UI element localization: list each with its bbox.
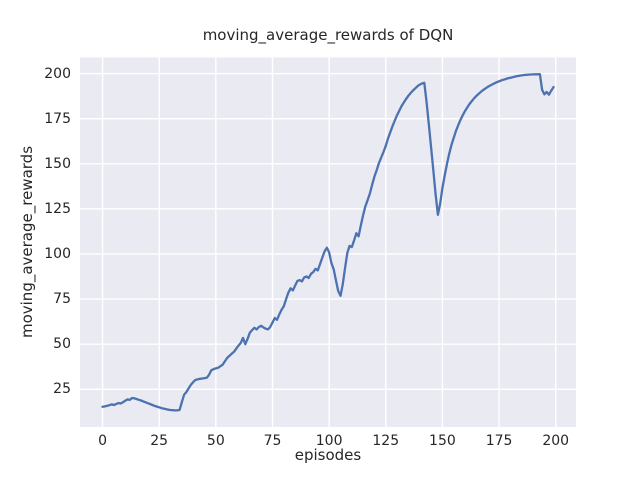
x-tick-label: 75 xyxy=(263,433,282,449)
y-tick-label: 125 xyxy=(44,200,71,217)
chart-title: moving_average_rewards of DQN xyxy=(202,26,454,44)
y-tick-label: 175 xyxy=(44,110,71,127)
x-tick-label: 125 xyxy=(372,433,400,449)
y-tick-label: 50 xyxy=(53,336,71,353)
x-axis-label: episodes xyxy=(294,446,362,464)
x-tick-label: 175 xyxy=(485,433,513,449)
y-tick-label: 150 xyxy=(44,155,71,172)
data-line xyxy=(101,73,555,412)
x-tick-label: 25 xyxy=(150,433,169,449)
y-tick-label: 100 xyxy=(44,245,71,262)
x-tick-label: 150 xyxy=(429,433,456,449)
y-tick-label: 200 xyxy=(44,65,71,82)
x-tick-label: 50 xyxy=(206,433,225,449)
y-tick-label: 75 xyxy=(53,291,71,308)
plot-background xyxy=(80,57,576,427)
x-tick-label: 200 xyxy=(542,433,570,449)
x-tick-label: 100 xyxy=(315,433,343,449)
x-tick-label: 0 xyxy=(98,433,107,449)
y-tick-label: 25 xyxy=(53,381,71,398)
y-axis-label: moving_average_rewards xyxy=(18,145,36,339)
